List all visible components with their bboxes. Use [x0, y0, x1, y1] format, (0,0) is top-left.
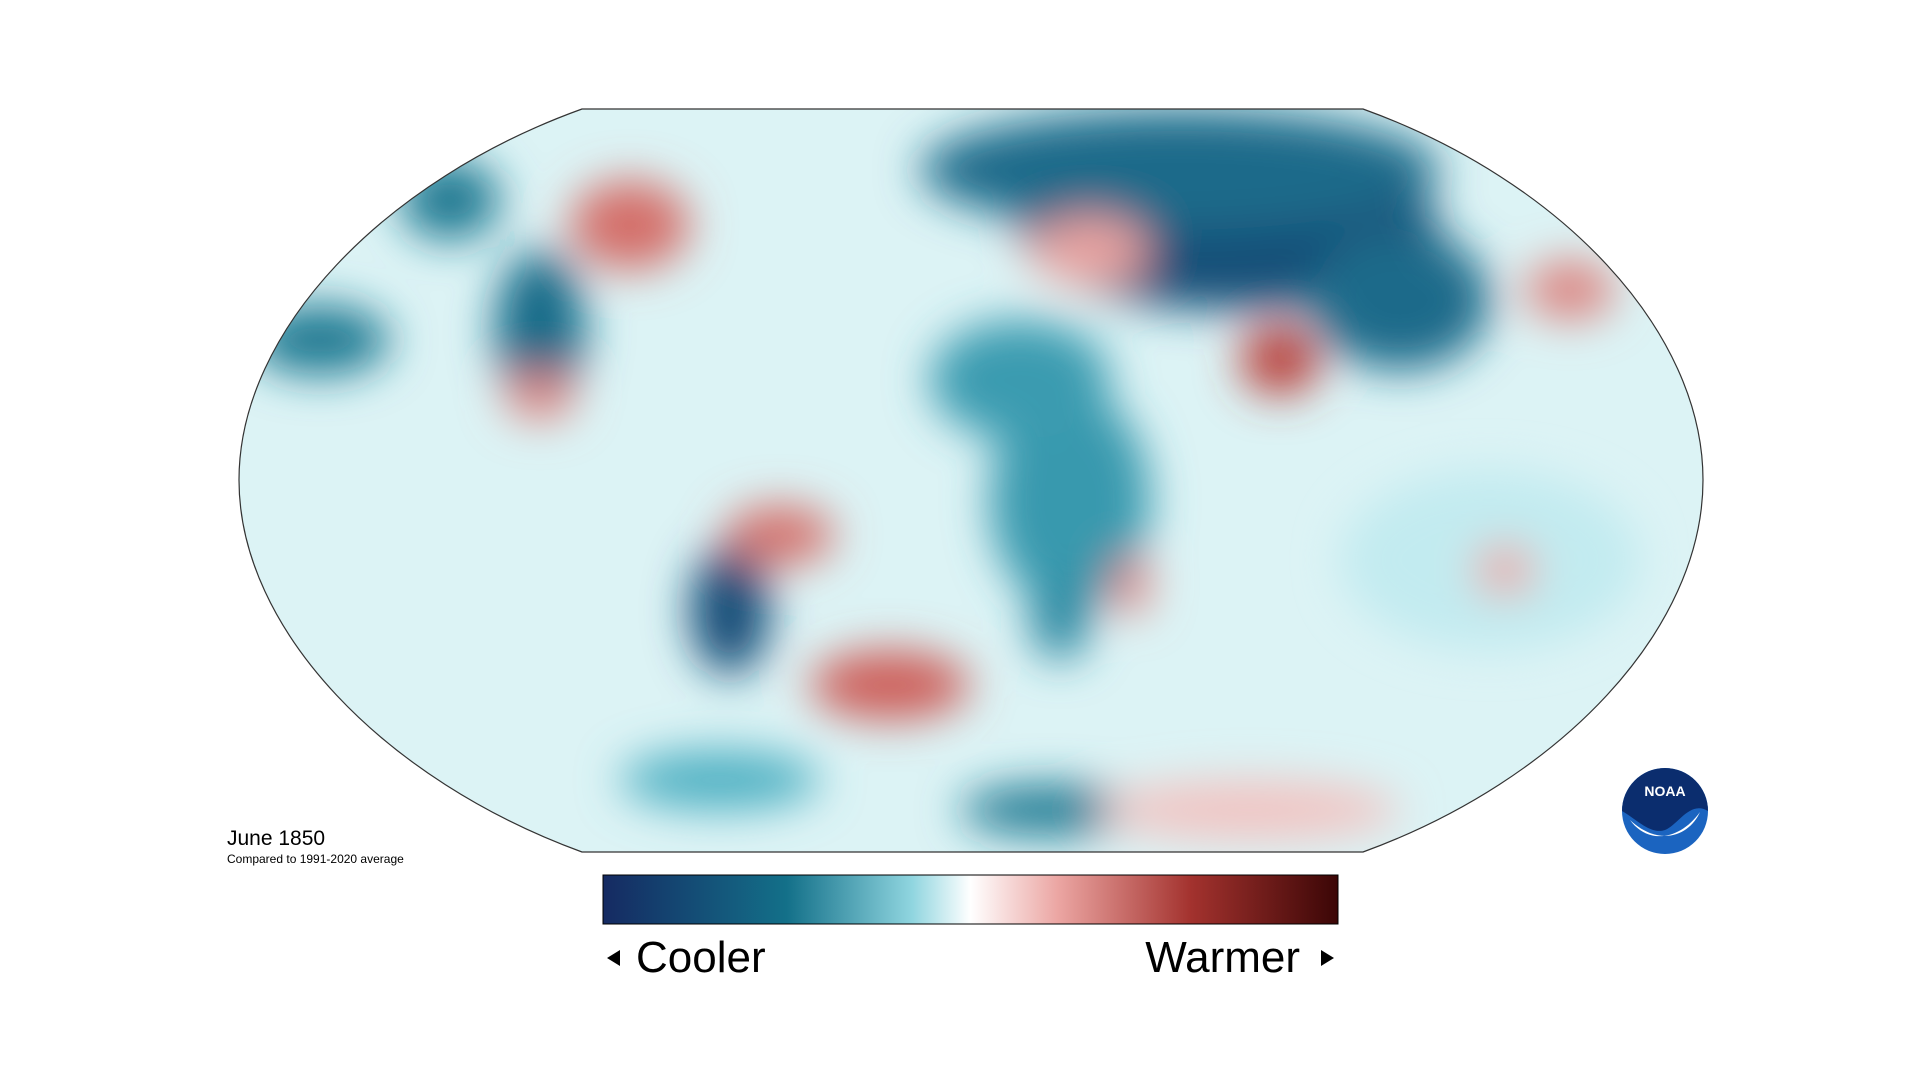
legend-low: Cooler [636, 933, 766, 982]
left-arrow [607, 950, 620, 966]
logo-bird [1630, 812, 1700, 837]
map-subtitle: Compared to 1991-2020 average [227, 852, 404, 866]
legend-high: Warmer [1145, 933, 1300, 982]
map-outline [238, 108, 1704, 853]
map-title: June 1850 [227, 827, 325, 850]
noaa-logo: NOAA [1622, 768, 1708, 854]
anomaly-map [239, 109, 1703, 852]
logo-top [1622, 768, 1708, 831]
right-arrow [1321, 950, 1334, 966]
anomaly-field [250, 110, 1640, 840]
color-scale [602, 874, 1339, 925]
logo-text: NOAA [1644, 783, 1685, 799]
